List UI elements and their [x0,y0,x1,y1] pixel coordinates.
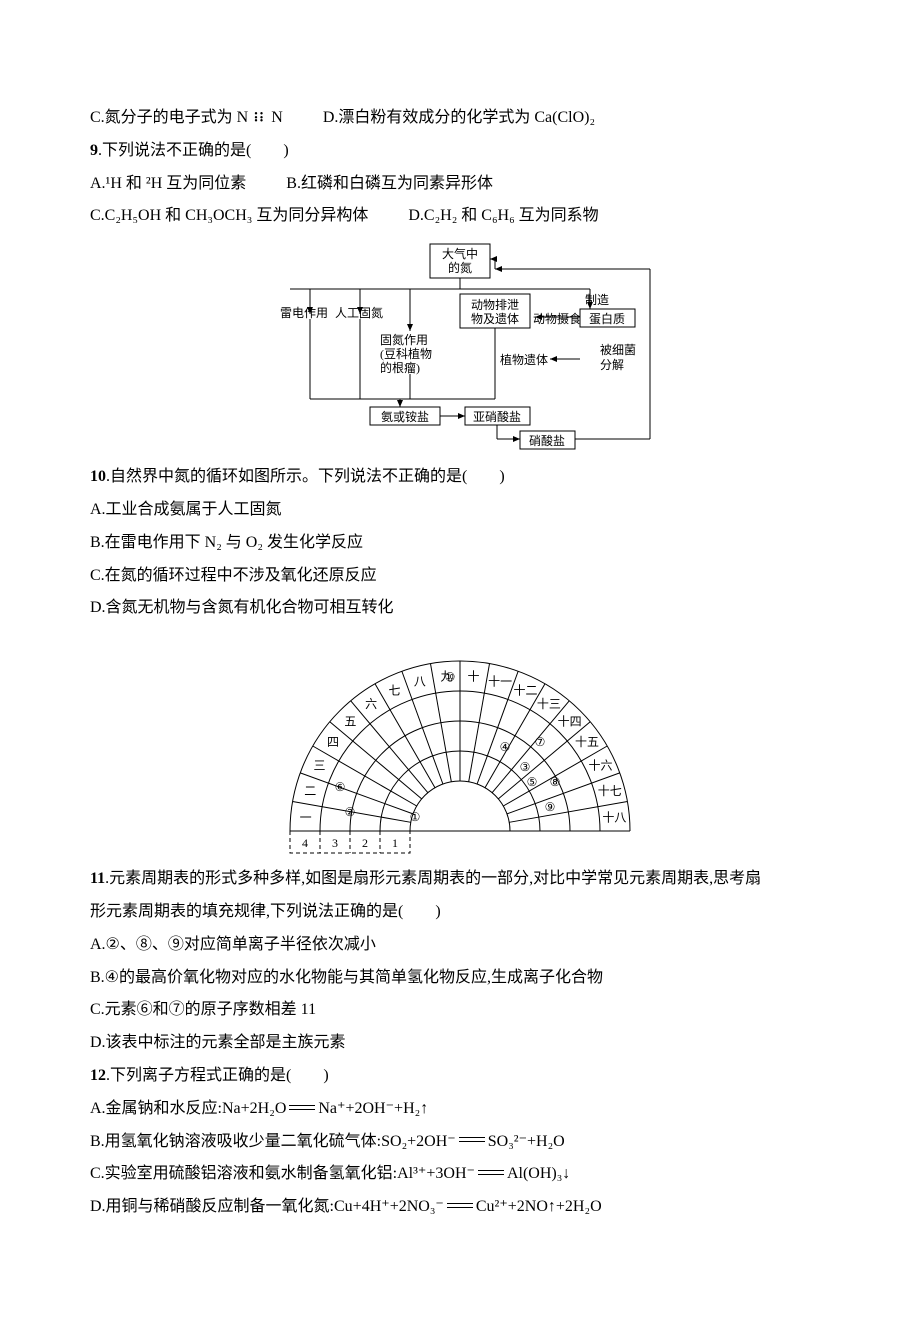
q9-ab: A.¹H 和 ²H 互为同位素 B.红磷和白磷互为同素异形体 [90,170,830,199]
svg-text:制造: 制造 [585,293,609,307]
svg-text:③: ③ [520,760,531,774]
q10-d: D.含氮无机物与含氮有机化合物可相互转化 [90,594,830,623]
svg-text:硝酸盐: 硝酸盐 [529,433,565,448]
q12-stem: 12.12.下列离子方程式正确的是( )下列离子方程式正确的是( ) [90,1062,830,1091]
q11-d: D.该表中标注的元素全部是主族元素 [90,1029,830,1058]
q8-d: D.漂白粉有效成分的化学式为 Ca(ClO)₂ [323,104,595,133]
eq-icon [289,1105,315,1110]
svg-text:蛋白质: 蛋白质 [589,311,625,326]
q9-stem: 99.下列说法不正确的是( ).下列说法不正确的是( ) [90,137,830,166]
q12-b: B.用氢氧化钠溶液吸收少量二氧化硫气体:SO₂+2OH⁻SO₃²⁻+H₂O [90,1128,830,1157]
svg-text:十八: 十八 [602,811,626,825]
svg-text:十五: 十五 [575,735,599,749]
q11-stem1: 11.11.元素周期表的形式多种多样,如图是扇形元素周期表的一部分,对比中学常见… [90,865,830,894]
svg-text:十六: 十六 [588,759,612,773]
q10-stem: 10.10.自然界中氮的循环如图所示。下列说法不正确的是( )自然界中氮的循环如… [90,463,830,492]
svg-text:(豆科植物: (豆科植物 [380,346,432,361]
svg-text:亚硝酸盐: 亚硝酸盐 [473,409,521,424]
svg-text:三: 三 [314,759,326,773]
svg-text:的根瘤): 的根瘤) [380,360,420,375]
svg-text:大气中: 大气中 [442,246,478,261]
svg-text:①: ① [410,810,421,824]
q12-d: D.用铜与稀硝酸反应制备一氧化氮:Cu+4H⁺+2NO₃⁻Cu²⁺+2NO↑+2… [90,1193,830,1222]
svg-text:十七: 十七 [598,784,622,798]
svg-text:⑨: ⑨ [545,800,556,814]
svg-text:人工固氮: 人工固氮 [335,305,383,320]
svg-text:被细菌: 被细菌 [600,343,636,357]
svg-text:⑦: ⑦ [535,735,546,749]
svg-text:3: 3 [332,836,338,850]
svg-text:十三: 十三 [537,697,561,711]
eq-icon [459,1137,485,1142]
svg-text:④: ④ [500,740,511,754]
svg-text:⑤: ⑤ [527,775,538,789]
svg-text:2: 2 [362,836,368,850]
q9-a: A.¹H 和 ²H 互为同位素 [90,170,246,199]
svg-text:十四: 十四 [558,715,582,729]
q9-b: B.红磷和白磷互为同素异形体 [286,170,493,199]
svg-text:的氮: 的氮 [448,260,472,275]
q9-cd: C.C₂H₅OH 和 CH₃OCH₃ 互为同分异构体 D.C₂H₂ 和 C₆H₆… [90,202,830,231]
q10-a: A.工业合成氨属于人工固氮 [90,496,830,525]
q11-c: C.元素⑥和⑦的原子序数相差 11 [90,996,830,1025]
svg-text:植物遗体: 植物遗体 [500,352,548,367]
svg-text:一: 一 [300,811,312,825]
svg-text:⑥: ⑥ [335,780,346,794]
q10-c: C.在氮的循环过程中不涉及氧化还原反应 [90,562,830,591]
q11-a: A.②、⑧、⑨对应简单离子半径依次减小 [90,931,830,960]
svg-text:②: ② [345,805,356,819]
q9-c: C.C₂H₅OH 和 CH₃OCH₃ 互为同分异构体 [90,202,368,231]
q11-b: B.④的最高价氧化物对应的水化物能与其简单氢化物反应,生成离子化合物 [90,964,830,993]
svg-text:分解: 分解 [600,358,624,372]
svg-text:四: 四 [327,735,339,749]
svg-text:十: 十 [468,670,480,684]
svg-text:五: 五 [344,715,356,729]
q12-a: A.金属钠和水反应:Na+2H₂ONa⁺+2OH⁻+H₂↑ [90,1095,830,1124]
svg-text:动物排泄: 动物排泄 [471,298,519,312]
nitrogen-cycle-figure: 大气中 的氮 雷电作用 人工固氮 固氮作用 (豆科植物 的根瘤) 动物排泄 物及… [250,239,670,459]
svg-text:⑩: ⑩ [445,670,456,684]
svg-text:二: 二 [304,784,316,798]
triple-bond-dots: •••••• [254,113,265,124]
svg-text:固氮作用: 固氮作用 [380,332,428,347]
svg-text:物及遗体: 物及遗体 [471,312,519,326]
q8-c-tail: N [271,109,283,126]
q8-options-cd: C.氮分子的电子式为 N •••••• N D.漂白粉有效成分的化学式为 Ca(… [90,104,830,133]
q9-d: D.C₂H₂ 和 C₆H₆ 互为同系物 [408,202,598,231]
svg-text:六: 六 [365,697,377,711]
svg-text:八: 八 [414,674,426,688]
eq-icon [478,1170,504,1175]
q12-c: C.实验室用硫酸铝溶液和氨水制备氢氧化铝:Al³⁺+3OH⁻Al(OH)₃↓ [90,1160,830,1189]
svg-text:十一: 十一 [488,674,512,688]
q10-b: B.在雷电作用下 N₂ 与 O₂ 发生化学反应 [90,529,830,558]
fan-periodic-table-figure: 4 3 2 1 一二三四五六七八九十十一十二十三十四十五十六十七十八 ①②③④⑤… [250,631,670,861]
svg-text:七: 七 [388,684,400,698]
q11-stem2: 形元素周期表的填充规律,下列说法正确的是( ) [90,898,830,927]
svg-text:雷电作用: 雷电作用 [280,306,328,320]
svg-text:⑧: ⑧ [550,775,561,789]
eq-icon [447,1203,473,1208]
q8-c-pre: C.氮分子的电子式为 N [90,109,248,126]
svg-text:动物摄食: 动物摄食 [533,311,581,326]
svg-text:十二: 十二 [513,684,537,698]
svg-text:氨或铵盐: 氨或铵盐 [381,409,429,424]
svg-text:1: 1 [392,836,398,850]
svg-text:4: 4 [302,836,308,850]
